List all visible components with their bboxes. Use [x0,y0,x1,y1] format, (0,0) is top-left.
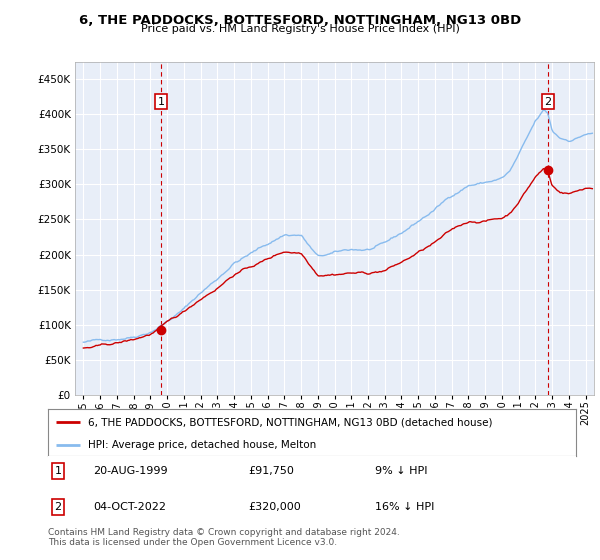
Text: 9% ↓ HPI: 9% ↓ HPI [376,466,428,476]
Text: HPI: Average price, detached house, Melton: HPI: Average price, detached house, Melt… [88,440,316,450]
Text: £91,750: £91,750 [248,466,295,476]
Text: Price paid vs. HM Land Registry's House Price Index (HPI): Price paid vs. HM Land Registry's House … [140,24,460,34]
Text: 04-OCT-2022: 04-OCT-2022 [93,502,166,512]
Text: Contains HM Land Registry data © Crown copyright and database right 2024.
This d: Contains HM Land Registry data © Crown c… [48,528,400,547]
Text: 1: 1 [55,466,61,476]
Text: 2: 2 [545,96,551,106]
Text: 2: 2 [55,502,61,512]
Text: 6, THE PADDOCKS, BOTTESFORD, NOTTINGHAM, NG13 0BD (detached house): 6, THE PADDOCKS, BOTTESFORD, NOTTINGHAM,… [88,417,492,427]
Text: 1: 1 [158,96,164,106]
Text: £320,000: £320,000 [248,502,301,512]
Text: 16% ↓ HPI: 16% ↓ HPI [376,502,435,512]
Text: 6, THE PADDOCKS, BOTTESFORD, NOTTINGHAM, NG13 0BD: 6, THE PADDOCKS, BOTTESFORD, NOTTINGHAM,… [79,14,521,27]
Text: 20-AUG-1999: 20-AUG-1999 [93,466,167,476]
